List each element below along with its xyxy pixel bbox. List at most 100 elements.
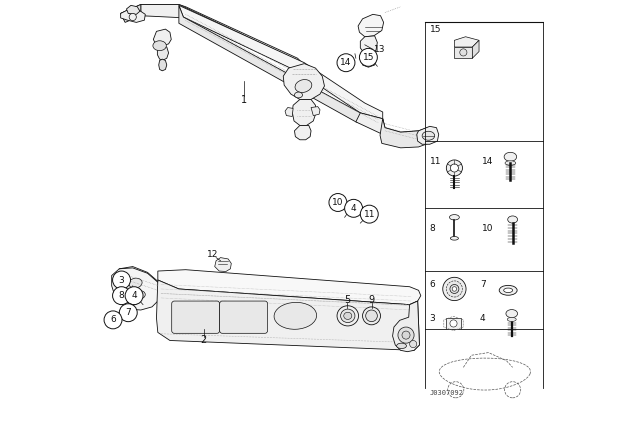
Polygon shape [356, 113, 419, 138]
Text: 7: 7 [125, 308, 131, 317]
Circle shape [451, 164, 458, 172]
Circle shape [398, 327, 414, 343]
Circle shape [120, 293, 125, 297]
Ellipse shape [505, 161, 516, 165]
Ellipse shape [508, 317, 516, 322]
Text: 15: 15 [363, 53, 374, 62]
Text: 4: 4 [351, 204, 356, 213]
Circle shape [329, 194, 347, 211]
Ellipse shape [294, 92, 303, 98]
Ellipse shape [153, 41, 166, 51]
Ellipse shape [337, 306, 358, 326]
Polygon shape [127, 5, 140, 14]
Circle shape [125, 287, 143, 305]
Ellipse shape [340, 309, 355, 323]
Ellipse shape [344, 312, 352, 319]
Text: 12: 12 [207, 250, 218, 259]
Text: 14: 14 [482, 157, 493, 166]
Polygon shape [417, 126, 439, 144]
Circle shape [337, 54, 355, 72]
FancyBboxPatch shape [172, 301, 220, 333]
Ellipse shape [451, 237, 458, 240]
Text: 13: 13 [374, 45, 385, 54]
Polygon shape [380, 119, 430, 148]
Circle shape [362, 307, 380, 325]
Polygon shape [472, 40, 479, 58]
Text: 8: 8 [118, 291, 124, 300]
Circle shape [365, 310, 378, 322]
Polygon shape [358, 14, 383, 37]
Text: 10: 10 [482, 224, 493, 233]
Polygon shape [112, 268, 161, 310]
Circle shape [113, 271, 131, 289]
Ellipse shape [508, 216, 518, 223]
Ellipse shape [506, 310, 518, 318]
Text: 8: 8 [430, 224, 435, 233]
Text: 3: 3 [118, 276, 124, 284]
Text: 5: 5 [344, 295, 350, 305]
Circle shape [129, 13, 136, 21]
Polygon shape [154, 29, 172, 46]
Circle shape [460, 49, 467, 56]
Ellipse shape [504, 152, 516, 161]
Polygon shape [392, 301, 419, 352]
Ellipse shape [499, 285, 517, 295]
Polygon shape [292, 99, 316, 125]
Circle shape [360, 205, 378, 223]
Polygon shape [157, 46, 168, 60]
Ellipse shape [504, 288, 513, 293]
Circle shape [113, 287, 131, 305]
Polygon shape [294, 125, 311, 140]
Circle shape [446, 160, 463, 176]
Polygon shape [360, 36, 378, 54]
Circle shape [104, 311, 122, 329]
Polygon shape [121, 9, 145, 22]
Circle shape [452, 287, 457, 291]
Text: 10: 10 [332, 198, 344, 207]
Circle shape [402, 331, 410, 339]
Polygon shape [179, 5, 383, 121]
Text: 4: 4 [131, 291, 137, 300]
Ellipse shape [274, 302, 317, 329]
Polygon shape [121, 4, 305, 72]
Text: 6: 6 [110, 315, 116, 324]
Polygon shape [141, 4, 305, 72]
Polygon shape [179, 5, 385, 130]
Ellipse shape [295, 80, 312, 92]
Polygon shape [121, 4, 141, 22]
Text: 4: 4 [480, 314, 486, 323]
Circle shape [119, 304, 137, 322]
Circle shape [450, 284, 459, 293]
Circle shape [450, 320, 457, 327]
Ellipse shape [449, 215, 460, 220]
Text: 9: 9 [369, 295, 374, 305]
Circle shape [446, 281, 463, 297]
Text: 6: 6 [430, 280, 435, 289]
FancyBboxPatch shape [220, 301, 268, 333]
Polygon shape [311, 107, 320, 116]
Polygon shape [158, 270, 421, 305]
Circle shape [410, 340, 417, 348]
Circle shape [360, 48, 378, 66]
Text: 11: 11 [364, 210, 375, 219]
Text: 14: 14 [340, 58, 351, 67]
Polygon shape [285, 108, 293, 116]
Polygon shape [361, 53, 376, 67]
Text: 3: 3 [430, 314, 435, 323]
Text: J0307092: J0307092 [430, 390, 464, 396]
Polygon shape [159, 59, 167, 71]
Ellipse shape [129, 278, 142, 288]
Circle shape [443, 277, 466, 301]
Text: 11: 11 [430, 157, 441, 166]
Ellipse shape [134, 291, 145, 299]
Circle shape [128, 299, 134, 305]
Polygon shape [215, 258, 231, 271]
Text: 15: 15 [430, 25, 441, 34]
Circle shape [344, 199, 362, 217]
Polygon shape [284, 64, 324, 99]
Text: 2: 2 [200, 336, 207, 345]
Polygon shape [454, 47, 472, 58]
Text: 7: 7 [480, 280, 486, 289]
Polygon shape [446, 319, 461, 328]
Polygon shape [454, 37, 479, 47]
